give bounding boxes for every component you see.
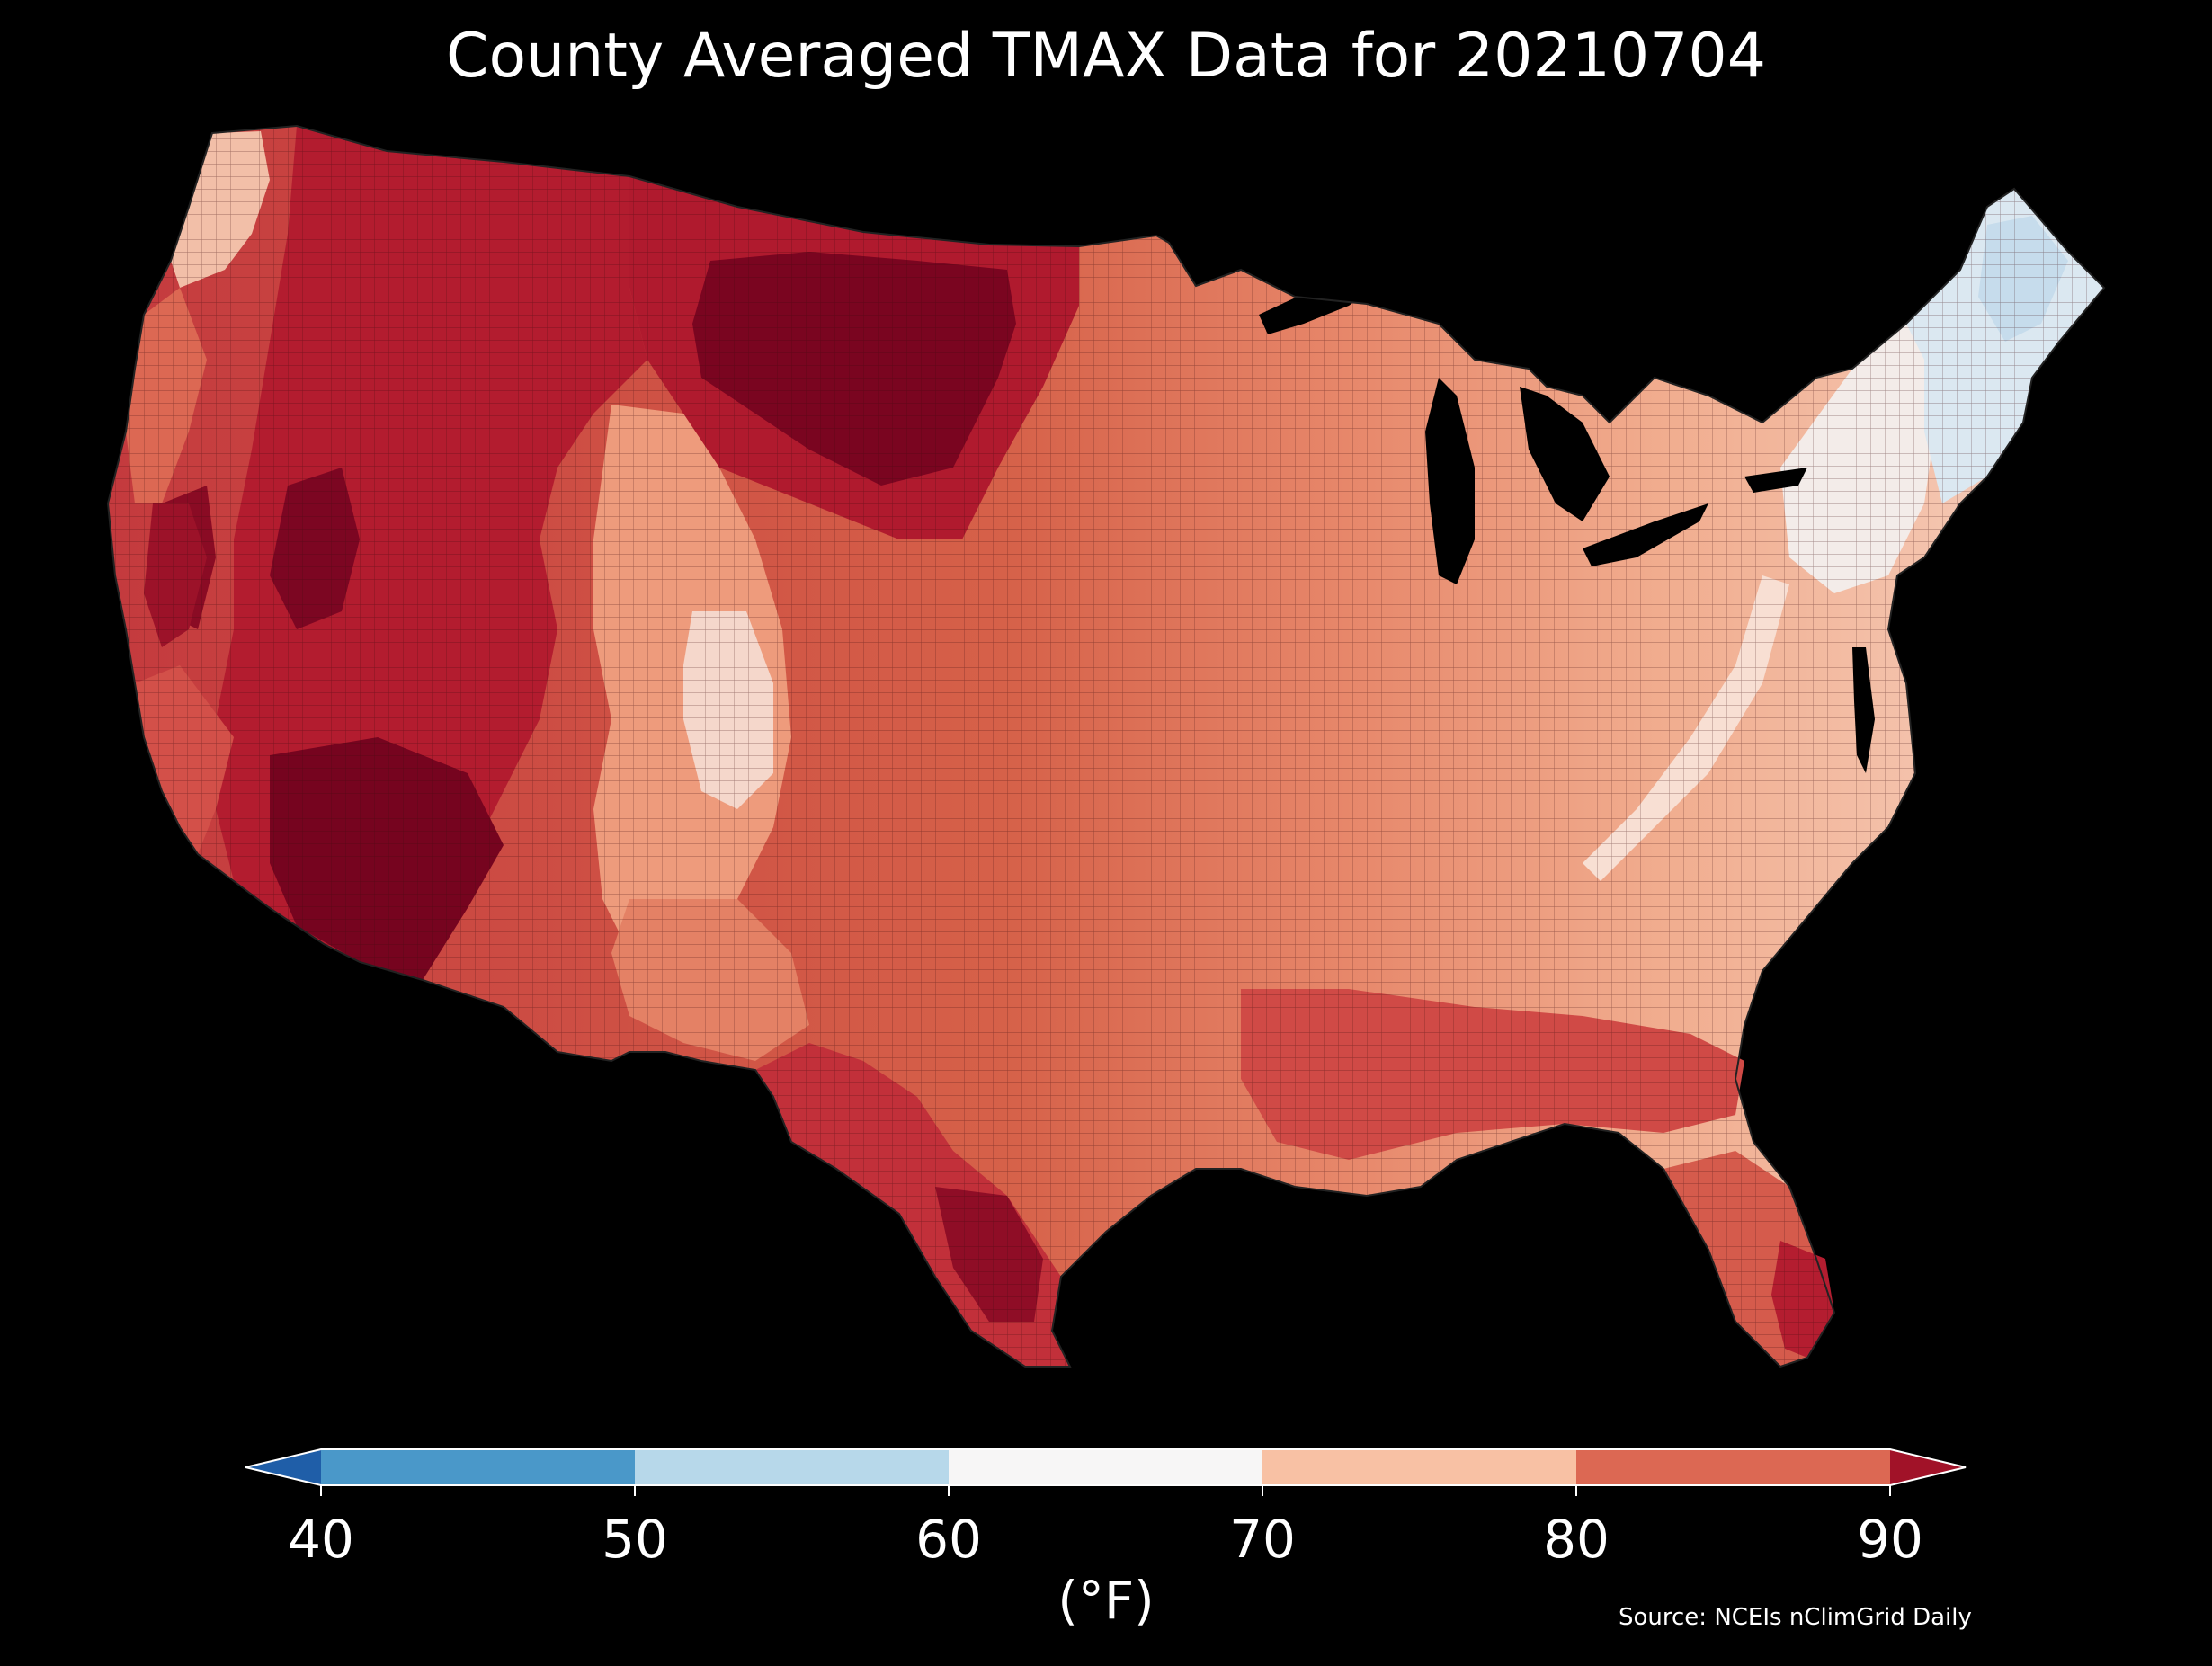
colorbar-tick-label: 70 xyxy=(1229,1509,1296,1570)
colorbar-ticks: 40 50 60 70 80 90 xyxy=(288,1485,1923,1570)
county-grid-overlay xyxy=(108,126,2104,1367)
source-credit: Source: NCEIs nClimGrid Daily xyxy=(1619,1604,1972,1631)
colorbar-bins xyxy=(321,1449,1890,1485)
lake-erie xyxy=(1583,503,1708,566)
colorbar-over-arrow xyxy=(1890,1449,1966,1485)
lake-huron xyxy=(1520,387,1610,521)
colorbar-bin-70-80 xyxy=(1262,1449,1576,1485)
colorbar-bin-60-70 xyxy=(949,1449,1262,1485)
colorbar-bin-50-60 xyxy=(635,1449,949,1485)
lake-michigan xyxy=(1425,378,1475,584)
colorbar-units-label: (°F) xyxy=(1057,1570,1155,1631)
chesapeake-bay xyxy=(1852,647,1875,773)
colorbar-bin-40-50 xyxy=(321,1449,635,1485)
colorbar-tick-label: 40 xyxy=(288,1509,354,1570)
lake-superior xyxy=(1259,270,1385,334)
colorbar-tick-label: 80 xyxy=(1543,1509,1610,1570)
conus-outline xyxy=(106,124,2106,1368)
map-title: County Averaged TMAX Data for 20210704 xyxy=(446,21,1766,92)
colorbar-tick-label: 50 xyxy=(602,1509,668,1570)
colorbar-tick-label: 90 xyxy=(1857,1509,1923,1570)
colorbar-bin-80-90 xyxy=(1576,1449,1890,1485)
lake-ontario xyxy=(1744,468,1807,493)
colorbar-tick-label: 60 xyxy=(915,1509,982,1570)
colorbar-under-arrow xyxy=(245,1449,321,1485)
